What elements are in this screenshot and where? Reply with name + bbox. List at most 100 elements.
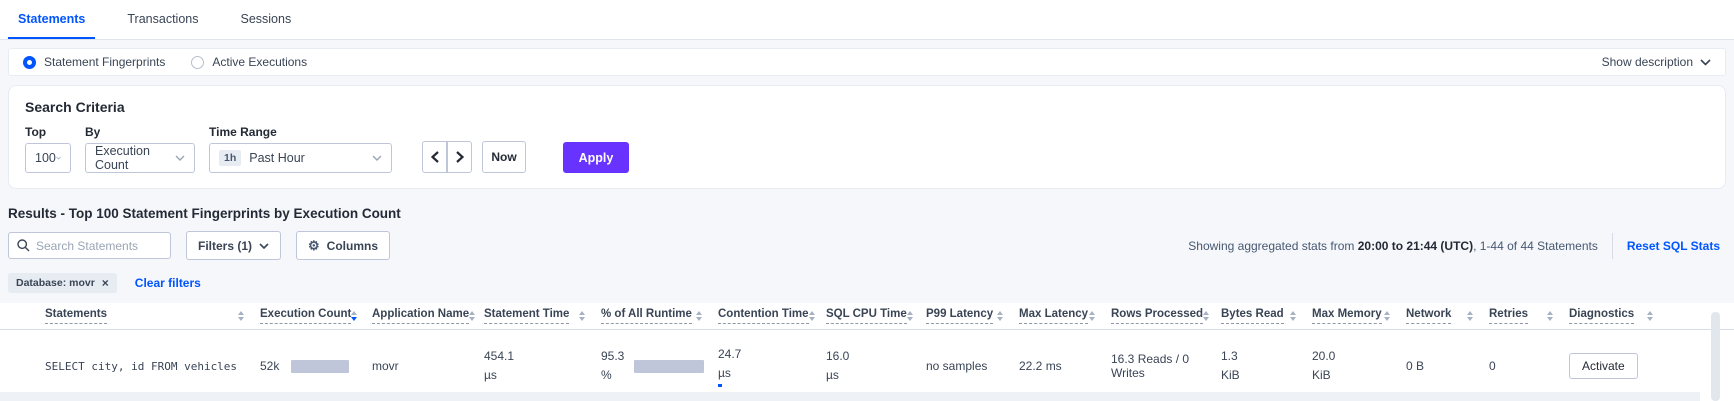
application-name-cell: movr (372, 359, 399, 373)
sort-icon[interactable] (1290, 311, 1296, 321)
sort-icon[interactable] (1647, 311, 1653, 321)
col-header-max-latency[interactable]: Max Latency (1019, 308, 1111, 324)
show-description-label: Show description (1601, 55, 1693, 69)
col-header-retries[interactable]: Retries (1489, 308, 1569, 324)
prev-time-button[interactable] (422, 141, 447, 173)
sort-icon-active-desc[interactable] (351, 311, 358, 321)
clear-filters-link[interactable]: Clear filters (134, 276, 201, 290)
col-header-bytes-read[interactable]: Bytes Read (1221, 308, 1312, 324)
col-header-statement-time[interactable]: Statement Time (484, 308, 601, 324)
statements-table: Statements Execution Count Application N… (0, 303, 1734, 401)
statement-search-box (8, 232, 171, 259)
col-header-max-memory[interactable]: Max Memory (1312, 308, 1406, 324)
table-header-row: Statements Execution Count Application N… (0, 303, 1734, 330)
vertical-scrollbar[interactable] (1711, 312, 1720, 401)
chevron-right-icon (455, 151, 464, 163)
radio-selected-icon (23, 55, 36, 69)
time-step-buttons (422, 141, 472, 173)
by-field: By Execution Count (85, 125, 195, 173)
runtime-pct-bar (634, 359, 705, 373)
col-header-contention-time[interactable]: Contention Time (718, 308, 826, 324)
top-field: Top 100 (25, 125, 71, 173)
by-select[interactable]: Execution Count (85, 143, 195, 173)
search-input[interactable] (36, 238, 162, 253)
chevron-down-icon (175, 155, 185, 161)
filter-chip-label: Database: movr (16, 277, 95, 289)
next-time-button[interactable] (447, 141, 472, 173)
sort-icon[interactable] (696, 311, 702, 321)
sort-icon[interactable] (997, 311, 1003, 321)
remove-filter-icon[interactable]: × (101, 276, 109, 290)
time-range-badge: 1h (219, 150, 242, 166)
radio-active-executions[interactable]: Active Executions (191, 55, 307, 69)
by-label: By (85, 125, 101, 139)
col-header-execution-count[interactable]: Execution Count (260, 308, 372, 324)
top-select[interactable]: 100 (25, 143, 71, 173)
radio-active-executions-label: Active Executions (212, 55, 308, 69)
sort-icon[interactable] (579, 311, 585, 321)
runtime-pct-cell: 95.3 % (601, 347, 718, 384)
radio-unselected-icon (191, 55, 205, 69)
statement-time-cell: 454.1 µs (484, 349, 515, 382)
col-header-network[interactable]: Network (1406, 308, 1489, 324)
sql-cpu-time-cell: 16.0 µs (826, 349, 850, 382)
time-range-field: Time Range 1h Past Hour (209, 125, 392, 173)
table-row: SELECT city, id FROM vehicles 52k movr 4… (0, 330, 1734, 401)
top-label: Top (25, 125, 47, 139)
results-heading: Results - Top 100 Statement Fingerprints… (8, 206, 401, 221)
col-header-rows-processed[interactable]: Rows Processed (1111, 308, 1221, 324)
view-mode-bar: Statement Fingerprints Active Executions… (8, 48, 1726, 76)
sort-icon[interactable] (1089, 311, 1095, 321)
top-select-value: 100 (35, 151, 56, 165)
tab-sessions[interactable]: Sessions (240, 11, 292, 26)
horizontal-scrollbar[interactable] (0, 392, 1700, 401)
sort-icon[interactable] (808, 311, 815, 321)
sql-activity-tabbar: Statements Transactions Sessions (0, 0, 1734, 40)
filters-button-label: Filters (1) (198, 238, 253, 253)
results-controls-row: Filters (1) ⚙ Columns Showing aggregated… (8, 231, 1726, 260)
p99-latency-cell: no samples (926, 359, 988, 373)
sort-icon[interactable] (469, 311, 476, 321)
search-icon (17, 239, 30, 252)
activate-diagnostics-button[interactable]: Activate (1569, 353, 1638, 379)
apply-button[interactable]: Apply (563, 142, 629, 173)
sort-icon[interactable] (1467, 311, 1473, 321)
tab-statements[interactable]: Statements (8, 0, 96, 39)
col-header-p99-latency[interactable]: P99 Latency (926, 308, 1019, 324)
columns-button-label: Columns (326, 238, 379, 253)
time-range-select[interactable]: 1h Past Hour (209, 143, 392, 173)
filters-button[interactable]: Filters (1) (186, 231, 282, 260)
sort-icon[interactable] (1203, 311, 1210, 321)
sort-icon[interactable] (1384, 311, 1390, 321)
col-header-statements[interactable]: Statements (45, 308, 260, 324)
view-mode-radio-group: Statement Fingerprints Active Executions (23, 55, 307, 69)
network-cell: 0 B (1406, 359, 1425, 373)
contention-time-cell: 24.7 µs (718, 345, 826, 387)
gear-icon: ⚙ (308, 237, 320, 253)
col-header-application-name[interactable]: Application Name (372, 308, 484, 324)
show-description-toggle[interactable]: Show description (1602, 55, 1711, 69)
sort-icon[interactable] (906, 311, 913, 321)
now-button[interactable]: Now (482, 141, 526, 173)
radio-statement-fingerprints-label: Statement Fingerprints (44, 55, 166, 69)
search-criteria-card: Search Criteria Top 100 By Execution Cou… (8, 85, 1726, 189)
rows-processed-cell: 16.3 Reads / 0 Writes (1111, 352, 1190, 380)
chevron-down-icon (259, 242, 269, 249)
divider (1611, 232, 1613, 259)
chevron-down-icon (372, 155, 382, 161)
aggregated-stats-text: Showing aggregated stats from 20:00 to 2… (1188, 238, 1598, 253)
filter-chip-database[interactable]: Database: movr × (8, 273, 117, 293)
reset-sql-stats-link[interactable]: Reset SQL Stats (1626, 238, 1720, 253)
retries-cell: 0 (1489, 359, 1496, 373)
columns-button[interactable]: ⚙ Columns (296, 231, 391, 260)
col-header-sql-cpu-time[interactable]: SQL CPU Time (826, 308, 926, 324)
col-header-diagnostics[interactable]: Diagnostics (1569, 308, 1669, 324)
max-memory-cell: 20.0 KiB (1312, 349, 1336, 382)
statement-link[interactable]: SELECT city, id FROM vehicles (45, 359, 238, 373)
radio-statement-fingerprints[interactable]: Statement Fingerprints (23, 55, 165, 69)
tab-transactions[interactable]: Transactions (127, 11, 199, 26)
sort-icon[interactable] (1547, 311, 1553, 321)
max-latency-cell: 22.2 ms (1019, 359, 1062, 373)
col-header-runtime-pct[interactable]: % of All Runtime (601, 308, 718, 324)
sort-icon[interactable] (238, 311, 244, 321)
